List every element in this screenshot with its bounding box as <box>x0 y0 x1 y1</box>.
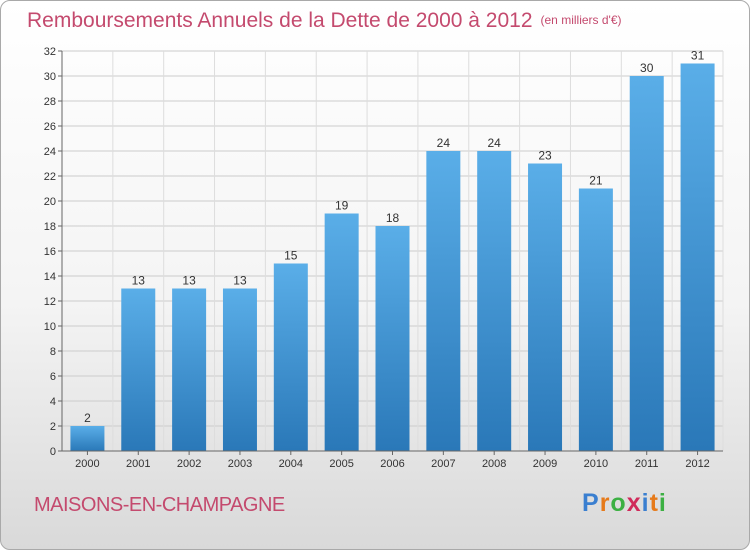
bar-2000 <box>70 426 105 451</box>
logo-letter: o <box>610 489 627 517</box>
bar-value-label: 31 <box>691 49 705 63</box>
y-tick-label: 0 <box>50 446 56 458</box>
y-tick-label: 8 <box>50 346 56 358</box>
y-tick-label: 30 <box>44 71 56 83</box>
bar-2011 <box>629 76 664 451</box>
bar-2008 <box>477 151 512 451</box>
y-tick-label: 18 <box>44 221 56 233</box>
bar-value-label: 21 <box>589 174 603 188</box>
x-tick-label: 2012 <box>685 458 709 470</box>
bar-2004 <box>273 263 308 451</box>
bar-value-label: 19 <box>335 199 349 213</box>
y-tick-label: 28 <box>44 96 56 108</box>
y-tick-label: 10 <box>44 321 56 333</box>
bar-value-label: 30 <box>640 61 654 75</box>
bar-2001 <box>121 288 156 451</box>
logo-letter: i <box>641 489 650 517</box>
bar-2007 <box>426 151 461 451</box>
x-tick-label: 2001 <box>126 458 150 470</box>
bars <box>70 63 715 451</box>
bar-value-label: 23 <box>538 149 552 163</box>
bar-value-label: 15 <box>284 249 298 263</box>
proxiti-logo[interactable]: Proxiti <box>582 489 667 518</box>
bar-2005 <box>324 213 359 451</box>
chart-unit: (en milliers d'€) <box>540 13 622 27</box>
x-tick-label: 2005 <box>329 458 353 470</box>
bar-value-label: 24 <box>437 136 451 150</box>
x-tick-label: 2010 <box>584 458 608 470</box>
logo-letter: x <box>626 489 642 517</box>
logo-letter: P <box>582 489 600 517</box>
x-tick-label: 2007 <box>431 458 455 470</box>
bar-value-label: 18 <box>386 211 400 225</box>
bar-2009 <box>528 163 563 451</box>
x-tick-label: 2008 <box>482 458 506 470</box>
x-tick-label: 2002 <box>177 458 201 470</box>
y-tick-label: 22 <box>44 171 56 183</box>
bar-value-label: 2 <box>84 411 91 425</box>
y-tick-label: 14 <box>44 271 56 283</box>
x-tick-label: 2011 <box>635 458 659 470</box>
axes: 0246810121416182022242628303222000132001… <box>44 46 723 470</box>
y-tick-label: 2 <box>50 421 56 433</box>
x-tick-label: 2003 <box>228 458 252 470</box>
logo-letter: t <box>649 489 659 517</box>
y-tick-label: 6 <box>50 371 56 383</box>
y-tick-label: 12 <box>44 296 56 308</box>
bar-2010 <box>578 188 613 451</box>
y-tick-label: 4 <box>50 396 56 408</box>
commune-name: MAISONS-EN-CHAMPAGNE <box>34 494 285 516</box>
y-tick-label: 32 <box>44 46 56 58</box>
x-tick-label: 2004 <box>279 458 303 470</box>
logo-letter: r <box>599 489 611 517</box>
bar-value-label: 13 <box>233 274 247 288</box>
logo-letter: i <box>658 489 667 517</box>
y-tick-label: 26 <box>44 121 56 133</box>
x-tick-label: 2009 <box>533 458 557 470</box>
y-tick-label: 16 <box>44 246 56 258</box>
x-tick-label: 2006 <box>380 458 404 470</box>
bar-value-label: 13 <box>182 274 196 288</box>
y-tick-label: 20 <box>44 196 56 208</box>
chart-title: Remboursements Annuels de la Dette de 20… <box>27 9 622 33</box>
y-tick-label: 24 <box>44 146 56 158</box>
bar-2003 <box>222 288 257 451</box>
bar-2012 <box>680 63 715 451</box>
bar-value-label: 13 <box>132 274 146 288</box>
x-tick-label: 2000 <box>75 458 99 470</box>
bar-2006 <box>375 226 410 451</box>
bar-value-label: 24 <box>488 136 502 150</box>
bar-2002 <box>172 288 207 451</box>
chart-title-text: Remboursements Annuels de la Dette de 20… <box>27 9 533 32</box>
